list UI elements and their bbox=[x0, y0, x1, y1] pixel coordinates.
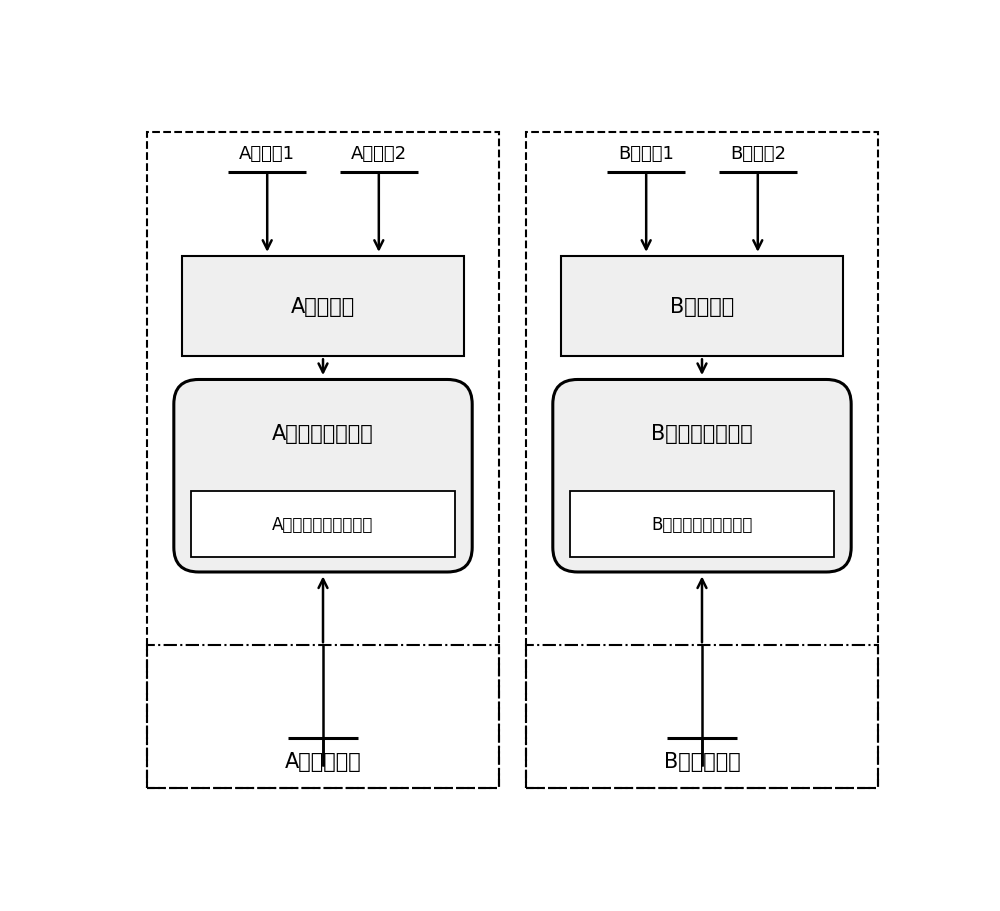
Text: B列母线1: B列母线1 bbox=[618, 145, 674, 163]
Bar bbox=[182, 257, 464, 357]
FancyBboxPatch shape bbox=[174, 380, 472, 572]
Text: A列少量人机接口设备: A列少量人机接口设备 bbox=[272, 516, 374, 534]
Bar bbox=[561, 257, 843, 357]
Bar bbox=[570, 492, 834, 558]
Text: A列应急供电: A列应急供电 bbox=[285, 752, 361, 772]
FancyBboxPatch shape bbox=[553, 380, 851, 572]
Text: A列人机接口设备: A列人机接口设备 bbox=[272, 424, 374, 444]
Bar bbox=[191, 492, 455, 558]
Text: A列母线2: A列母线2 bbox=[351, 145, 407, 163]
Text: B列人机接口设备: B列人机接口设备 bbox=[651, 424, 753, 444]
Text: B列少量人机接口设备: B列少量人机接口设备 bbox=[651, 516, 753, 534]
Text: B列应急供电: B列应急供电 bbox=[664, 752, 740, 772]
Text: A列供电柜: A列供电柜 bbox=[291, 297, 355, 317]
Text: B列供电柜: B列供电柜 bbox=[670, 297, 734, 317]
Text: B列母线2: B列母线2 bbox=[730, 145, 786, 163]
Text: A列母线1: A列母线1 bbox=[239, 145, 295, 163]
